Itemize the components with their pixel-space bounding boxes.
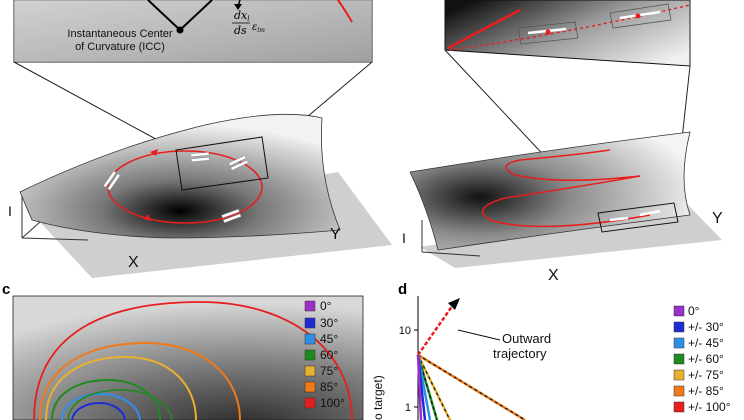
panel-c-trajectory-100 — [33, 301, 353, 420]
panel-c-trajectory-45 — [61, 392, 141, 420]
panel-a-orbit — [107, 150, 263, 224]
panel-b-sensor-dot-1 — [545, 29, 551, 35]
panel-b-axis-i-label: I — [402, 230, 406, 246]
panel-b-sensor-box-1 — [517, 21, 579, 45]
legend-swatch — [673, 401, 685, 413]
panel-d-legend: 0° +/- 30° +/- 45° +/- 60° +/- 75° +/- 8… — [673, 304, 731, 414]
legend-swatch — [304, 333, 316, 345]
icc-arm-right — [179, 0, 213, 31]
legend-swatch — [673, 305, 685, 317]
formula-denominator: ds — [234, 24, 247, 37]
legend-label: 45° — [320, 332, 338, 346]
panel-d-annotation-line2: trajectory — [493, 346, 547, 361]
legend-swatch — [304, 317, 316, 329]
panel-c-trajectory-85 — [39, 341, 241, 420]
legend-swatch — [304, 365, 316, 377]
axis-x-line — [21, 237, 89, 241]
panel-d-trace-85-dash — [417, 354, 526, 420]
panel-d-trace-0 — [416, 354, 423, 420]
projection-line-left — [13, 61, 177, 151]
icc-arm-left — [147, 0, 181, 31]
legend-swatch — [304, 349, 316, 361]
legend-swatch — [304, 397, 316, 409]
legend-swatch — [673, 385, 685, 397]
panel-d-outward-arrowhead — [448, 298, 460, 310]
axis-y-line — [21, 221, 41, 239]
panel-b-axis-x-label: X — [548, 267, 559, 284]
panel-b-inset-rect — [597, 202, 679, 233]
legend-label: 100° — [320, 396, 345, 410]
legend-swatch — [673, 321, 685, 333]
panel-b-inset-sensor-2 — [639, 209, 661, 217]
panel-b-red-trace-solid — [447, 8, 521, 50]
panel-d: d 10 1 o target) Outward trajectory 0° +… — [371, 281, 731, 420]
legend-swatch — [673, 337, 685, 349]
panel-d-letter: d — [398, 281, 407, 298]
legend-swatch — [673, 353, 685, 365]
sensor-pair-2 — [228, 155, 249, 171]
legend-label: 0° — [320, 299, 332, 313]
panel-b-axis-y-label: Y — [712, 210, 723, 227]
axis-x-label: X — [128, 254, 139, 271]
panel-c-trajectory-60 — [51, 378, 161, 420]
panel-a-red-arc — [337, 0, 353, 23]
panel-b-axis-x-line — [421, 251, 481, 257]
panel-d-trace-60-dash — [417, 354, 438, 420]
panel-b-sensor-dot-2 — [635, 13, 641, 19]
orbit-arrow-1 — [150, 149, 158, 156]
legend-label: 0° — [688, 304, 700, 318]
panel-c-letter: c — [2, 281, 10, 298]
panel-d-tick-label-10: 10 — [399, 325, 411, 337]
legend-label: +/- 60° — [688, 352, 724, 366]
panel-d-trace-75-dash — [417, 354, 451, 420]
panel-d-tick-label-1: 1 — [405, 402, 411, 414]
panel-c: c 0° 30° 45° 60° 75° 85° 100° — [2, 281, 364, 420]
panel-d-ylabel: o target) — [371, 375, 385, 420]
icc-label-line1: Instantaneous Center — [67, 28, 173, 40]
panel-c-trajectory-75 — [45, 355, 197, 420]
panel-c-trajectory-30 — [71, 401, 126, 420]
panel-c-trajectory-60b — [67, 389, 173, 420]
icc-point — [176, 26, 184, 34]
formula-epsilon: εlm — [252, 22, 265, 34]
panel-d-trace-outward — [416, 301, 457, 356]
legend-label: 30° — [320, 316, 338, 330]
sensor-pair-1 — [190, 151, 210, 163]
axis-i-label: I — [8, 203, 12, 219]
formula-numerator: dxl — [234, 9, 250, 23]
panel-a-inset-rect — [175, 136, 269, 191]
sensor-pair-4 — [221, 208, 242, 224]
legend-label: +/- 30° — [688, 320, 724, 334]
panel-b-sensor-box-2 — [609, 3, 672, 29]
legend-label: +/- 45° — [688, 336, 724, 350]
legend-label: +/- 75° — [688, 368, 724, 382]
legend-swatch — [673, 369, 685, 381]
legend-label: 75° — [320, 364, 338, 378]
orbit-arrow-2 — [143, 214, 150, 221]
panel-b-zoom-box — [444, 0, 691, 67]
axis-y-label: Y — [330, 226, 341, 243]
panel-d-annotation-line1: Outward — [502, 331, 551, 346]
sensor-pair-3 — [103, 170, 121, 191]
icc-label-line2: of Curvature (ICC) — [75, 41, 165, 53]
panel-b-inset-sensor-1 — [609, 216, 629, 222]
panel-c-legend: 0° 30° 45° 60° 75° 85° 100° — [304, 299, 345, 410]
legend-label: +/- 85° — [688, 384, 724, 398]
panel-c-field — [12, 295, 364, 420]
legend-label: 60° — [320, 348, 338, 362]
panel-b-spiral — [482, 149, 651, 228]
panel-a: dxl ds εlm Instantaneous Center of Curva… — [8, 0, 392, 278]
panel-a-zoom-inner-light — [14, 0, 372, 62]
legend-swatch — [304, 300, 316, 312]
legend-label: 85° — [320, 380, 338, 394]
legend-swatch — [304, 381, 316, 393]
panel-d-annotation-leader — [457, 329, 501, 341]
legend-label: +/- 100° — [688, 400, 731, 414]
panel-b: I X Y — [402, 0, 723, 284]
formula-arrow-head — [234, 4, 242, 10]
